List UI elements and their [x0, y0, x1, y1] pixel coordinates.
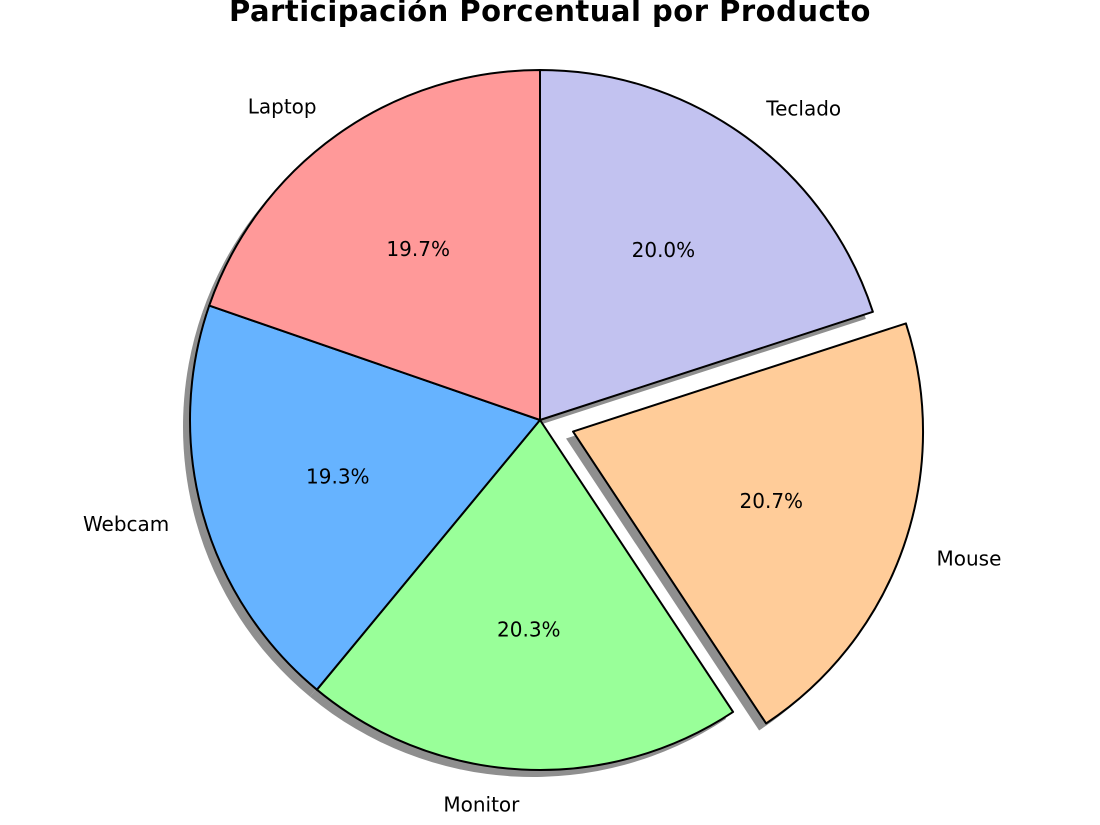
pie-slice-monitor — [315, 419, 735, 771]
slice-label-mouse: Mouse — [937, 547, 1002, 571]
slice-label-monitor: Monitor — [443, 793, 520, 817]
pct-label-teclado: 20.0% — [632, 238, 696, 262]
pct-label-webcam: 19.3% — [306, 465, 370, 489]
pie-slice-teclado — [539, 69, 874, 421]
slice-label-teclado: Teclado — [765, 97, 841, 121]
pie-slice-webcam — [189, 304, 541, 691]
slice-label-webcam: Webcam — [83, 512, 169, 536]
pie-slice-mouse — [572, 322, 925, 725]
pct-label-monitor: 20.3% — [497, 618, 561, 642]
pie-slice-laptop — [208, 69, 541, 421]
pct-label-mouse: 20.7% — [740, 489, 804, 513]
pct-label-laptop: 19.7% — [386, 237, 450, 261]
chart-title: Participación Porcentual por Producto — [229, 0, 871, 28]
slice-label-laptop: Laptop — [248, 94, 317, 118]
